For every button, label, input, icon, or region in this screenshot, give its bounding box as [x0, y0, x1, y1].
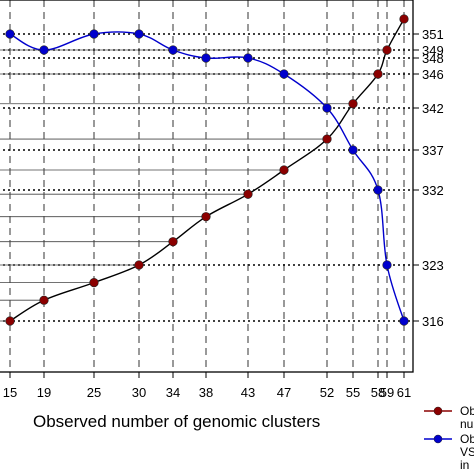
guide-lines-layer	[0, 49, 387, 322]
legend-label: Ob	[460, 404, 474, 418]
y-tick-label: 346	[422, 67, 444, 82]
series-layer	[5, 14, 409, 326]
data-point	[382, 45, 392, 55]
y-tick-label: 348	[422, 51, 444, 66]
data-point	[322, 134, 332, 144]
data-point	[322, 103, 332, 113]
series-line	[9, 31, 405, 322]
x-tick-label: 34	[166, 385, 180, 400]
data-point	[382, 260, 392, 270]
y-tick-label: 342	[422, 101, 444, 116]
data-point	[279, 165, 289, 175]
x-tick-label: 15	[3, 385, 17, 400]
x-axis-label: Observed number of genomic clusters	[33, 412, 320, 431]
legend-label: VS	[460, 445, 474, 459]
x-tick-label: 52	[320, 385, 334, 400]
data-point	[89, 29, 99, 39]
data-point	[373, 185, 383, 195]
data-point	[168, 45, 178, 55]
data-point	[134, 29, 144, 39]
y-tick-label: 332	[422, 183, 444, 198]
legend-marker	[433, 434, 443, 444]
data-point	[373, 69, 383, 79]
data-point	[348, 145, 358, 155]
x-tick-label: 47	[277, 385, 291, 400]
data-point	[5, 316, 15, 326]
x-tick-label: 61	[397, 385, 411, 400]
data-point	[399, 14, 409, 24]
data-point	[201, 53, 211, 63]
y-tick-label: 323	[422, 258, 444, 273]
x-tick-label: 19	[37, 385, 51, 400]
legend-label: in	[460, 458, 469, 472]
x-tick-label: 55	[346, 385, 360, 400]
x-tick-label: 59	[380, 385, 394, 400]
y-tick-label: 316	[422, 314, 444, 329]
x-tick-label: 30	[132, 385, 146, 400]
data-point	[279, 69, 289, 79]
data-point	[348, 99, 358, 109]
y-tick-label: 337	[422, 143, 444, 158]
x-tick-label: 58	[371, 385, 385, 400]
data-point	[243, 189, 253, 199]
legend-marker	[433, 406, 443, 416]
data-point	[168, 237, 178, 247]
x-tick-label: 25	[87, 385, 101, 400]
x-tick-label: 38	[199, 385, 213, 400]
x-tick-label: 43	[241, 385, 255, 400]
data-point	[201, 212, 211, 222]
legend-label: nu	[460, 417, 473, 431]
legend-label: Ob	[460, 432, 474, 446]
y-tick-label: 349	[422, 43, 444, 58]
data-point	[39, 45, 49, 55]
data-point	[243, 53, 253, 63]
data-point	[134, 260, 144, 270]
data-point	[5, 29, 15, 39]
data-point	[39, 295, 49, 305]
y-tick-label: 351	[422, 27, 444, 42]
data-point	[399, 316, 409, 326]
data-point	[89, 278, 99, 288]
